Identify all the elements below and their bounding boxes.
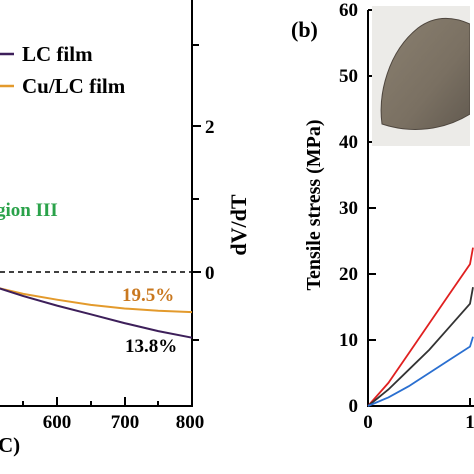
stress-curve-dark <box>367 287 474 407</box>
y-tick-label: 40 <box>339 132 358 153</box>
y-tick-label: 60 <box>339 0 358 21</box>
y-tick-label: 0 <box>349 396 359 417</box>
x-tick-label: 0 <box>363 412 373 433</box>
film-sample-image <box>372 6 470 146</box>
x-tick-label: 1 <box>465 412 474 433</box>
film-photo-inset <box>372 6 470 146</box>
x-tick-label-800: 800 <box>176 412 205 433</box>
legend-label-cu-lc-film: Cu/LC film <box>22 74 126 98</box>
right-tick-label-2: 2 <box>205 117 215 138</box>
right-tick-label-0: 0 <box>205 263 215 284</box>
y-tick-label: 10 <box>339 330 358 351</box>
series-line-lc-film <box>0 287 193 339</box>
y-axis-label-tensile-stress: Tensile stress (MPa) <box>303 119 325 290</box>
right-axis-label: dV/dT <box>226 194 251 255</box>
series-line-cu-lc-film <box>0 287 193 314</box>
y-tick-label: 30 <box>339 198 358 219</box>
x-tick-label-600: 600 <box>43 412 72 433</box>
x-tick-label-700: 700 <box>111 412 140 433</box>
y-tick-label: 20 <box>339 264 358 285</box>
x-axis-label: C) <box>0 433 20 457</box>
film-sample-shape <box>380 18 470 130</box>
annotation-cu-lc-percent: 19.5% <box>122 285 174 306</box>
stress-curve-blue <box>367 336 474 407</box>
y-tick-label: 50 <box>339 66 358 87</box>
y-ticks-group: 0 10 20 30 40 50 60 <box>339 0 376 417</box>
annotation-lc-percent: 13.8% <box>125 336 177 357</box>
panel-b-label: (b) <box>291 17 318 42</box>
stress-curve-red <box>367 247 474 407</box>
panel-a-plot: 600 700 800 2 0 dV/dT C) LC film Cu/LC f… <box>0 0 251 457</box>
legend-label-lc-film: LC film <box>22 42 93 66</box>
region-label: gion III <box>0 200 58 221</box>
